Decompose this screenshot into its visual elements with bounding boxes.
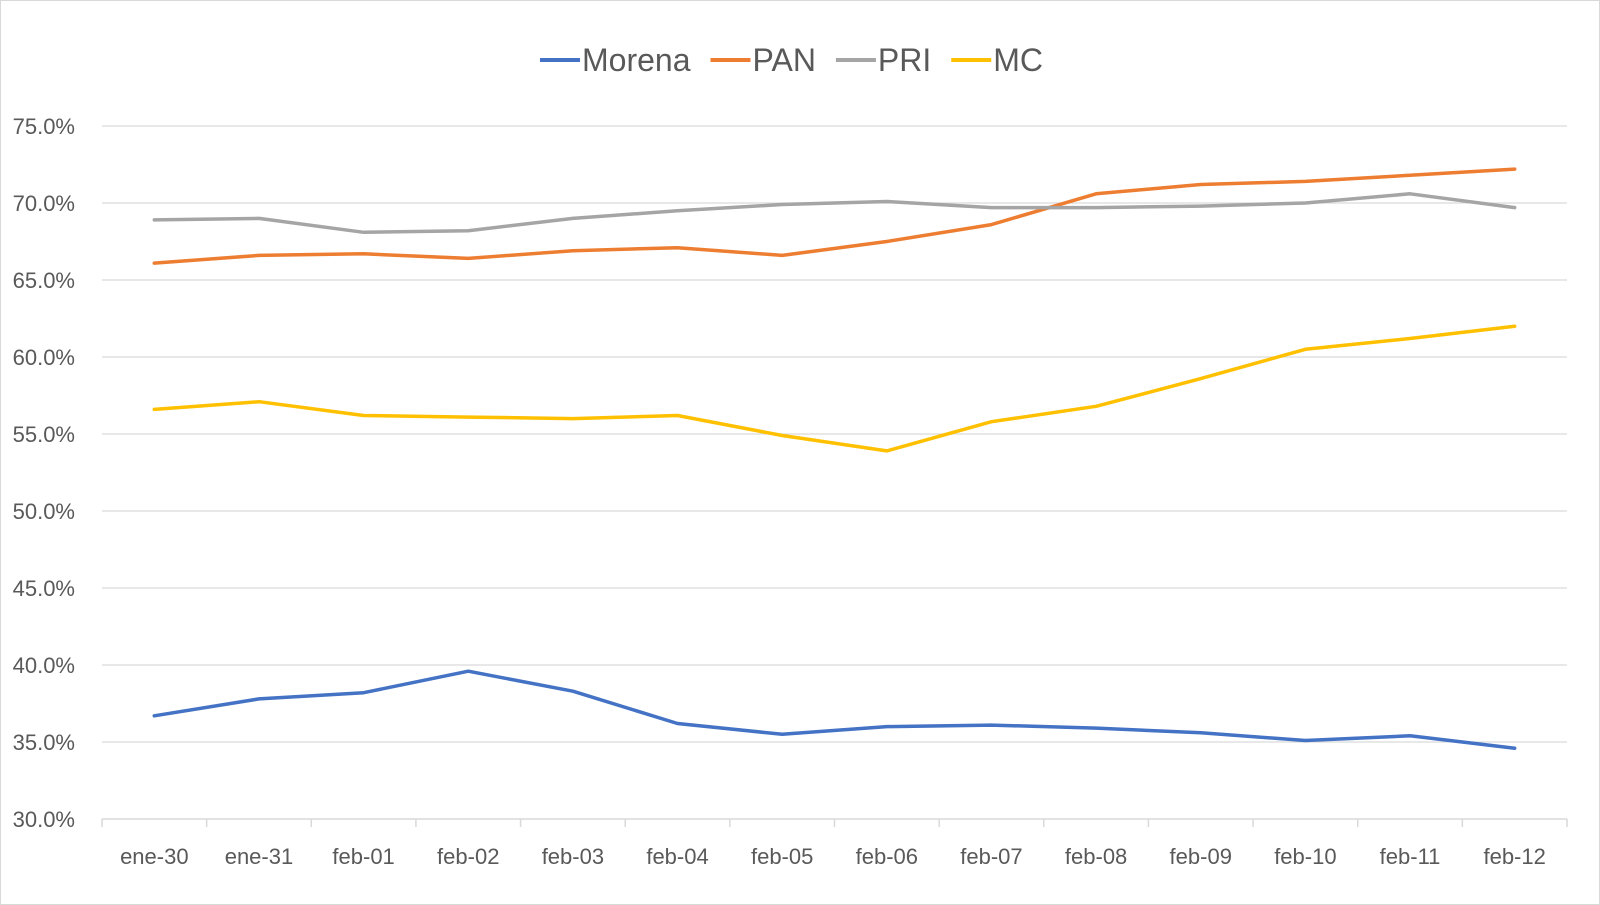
series-line-pan [152,167,1517,265]
x-tick-label: feb-05 [751,844,813,869]
y-tick-label: 50.0% [13,499,75,524]
x-tick-label: feb-11 [1380,844,1441,869]
y-tick-label: 55.0% [13,422,75,447]
x-tick-label: ene-31 [225,844,294,869]
x-tick-label: ene-30 [120,844,189,869]
y-tick-label: 45.0% [13,576,75,601]
y-tick-label: 60.0% [13,345,75,370]
x-tick-label: feb-09 [1170,844,1232,869]
x-tick-label: feb-02 [437,844,499,869]
x-tick-label: feb-04 [646,844,708,869]
y-tick-label: 35.0% [13,730,75,755]
legend-label-pri: PRI [878,42,931,78]
series-line-mc [152,324,1517,453]
x-axis: ene-30 ene-31 feb-01 feb-02 feb-03 feb-04 feb-… [101,818,1568,869]
legend-label-pan: PAN [753,42,816,78]
series-line-morena [152,669,1517,750]
legend-label-mc: MC [993,42,1043,78]
gridlines [102,125,1567,743]
y-tick-label: 30.0% [13,807,75,832]
y-tick-label: 40.0% [13,653,75,678]
y-tick-label: 65.0% [13,268,75,293]
x-tick-label: feb-12 [1483,844,1545,869]
y-tick-label: 70.0% [13,191,75,216]
x-tick-label: feb-08 [1065,844,1127,869]
x-tick-label: feb-06 [856,844,918,869]
legend: Morena PAN PRI MC [540,42,1043,78]
x-tick-label: feb-03 [542,844,604,869]
series-line-pri [152,192,1517,235]
y-axis-labels: 30.0% 35.0% 40.0% 45.0% 50.0% 55.0% 60.0% 65.0%… [13,114,75,832]
x-tick-label: feb-10 [1274,844,1336,869]
y-tick-label: 75.0% [13,114,75,139]
x-tick-label: feb-01 [332,844,394,869]
series-lines [152,167,1517,750]
legend-label-morena: Morena [582,42,691,78]
x-tick-label: feb-07 [960,844,1022,869]
